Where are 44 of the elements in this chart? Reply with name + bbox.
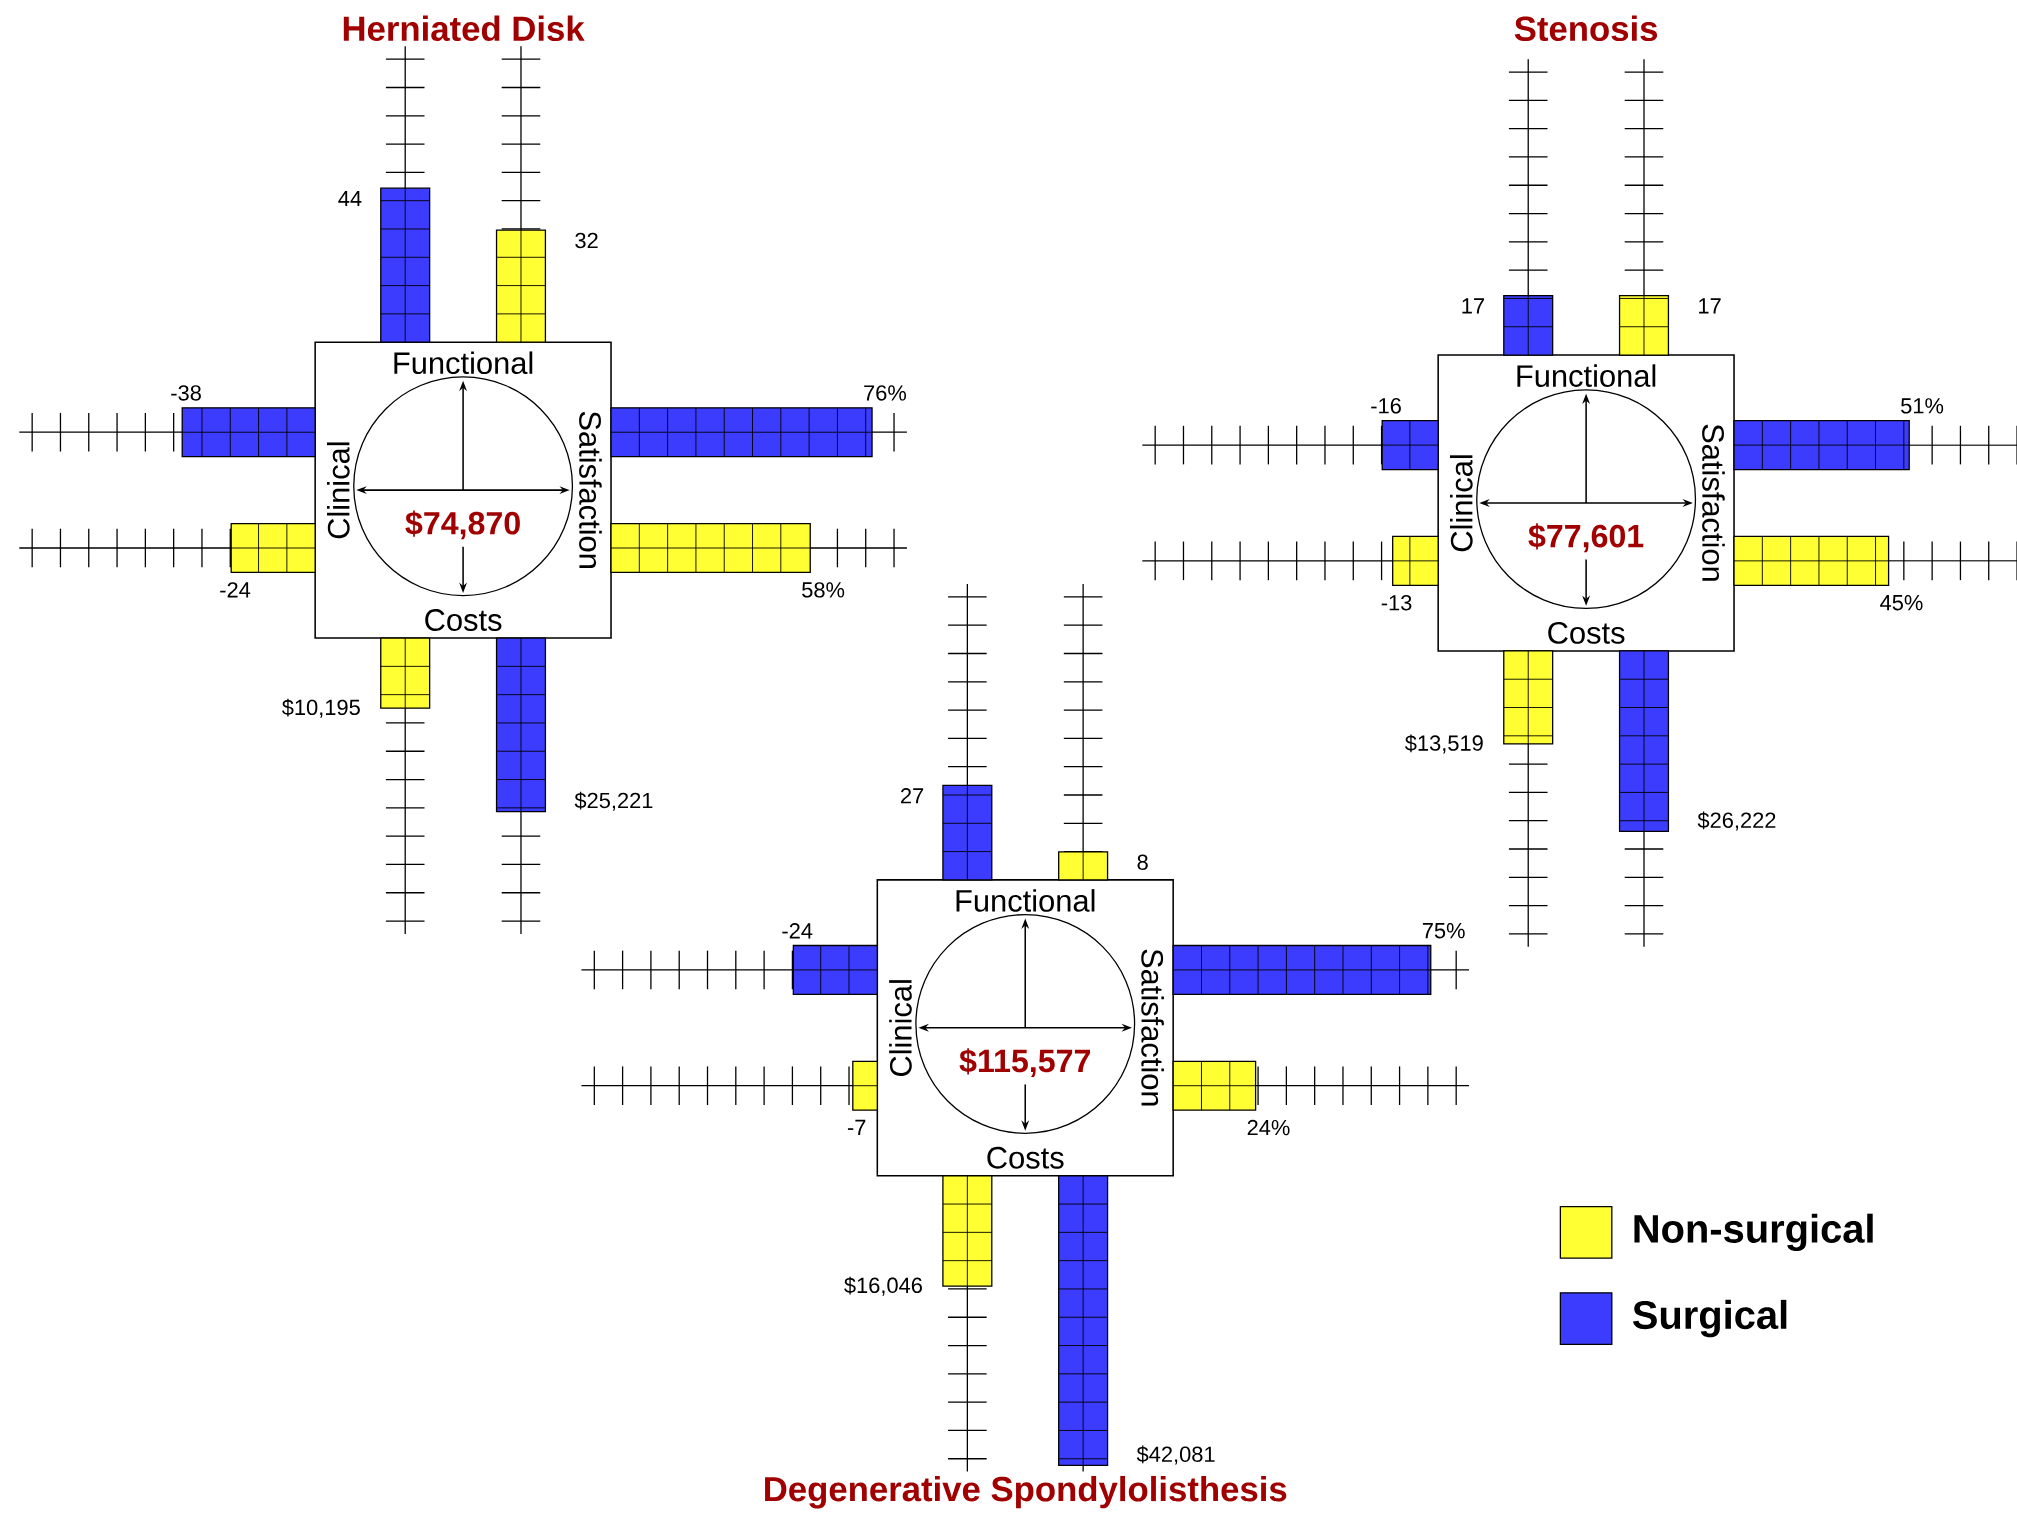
text: $77,601 — [1528, 523, 1644, 553]
data-label: 17 — [1462, 298, 1484, 314]
category-label: Functional — [1517, 364, 1656, 387]
data-label: 44 — [338, 190, 362, 207]
data-label: -38 — [171, 385, 201, 401]
data-label: 58% — [802, 582, 845, 598]
data-label: -24 — [220, 582, 251, 598]
category-label: Satisfaction — [1141, 949, 1164, 1106]
text: Herniated Disk — [343, 15, 585, 42]
data-label: $13,519 — [1404, 734, 1483, 754]
data-label: 76% — [864, 385, 907, 401]
category-label: Costs — [987, 1146, 1064, 1169]
data-label: -24 — [782, 923, 813, 939]
text: $115,577 — [959, 1048, 1090, 1077]
text: $74,870 — [405, 510, 520, 540]
text: Stenosis — [1514, 15, 1658, 42]
data-label: $26,222 — [1697, 811, 1776, 831]
category-label: Clinical — [1449, 455, 1473, 552]
category-label: Clinical — [889, 980, 912, 1076]
data-label: 32 — [575, 232, 598, 249]
data-label: -16 — [1371, 398, 1401, 414]
category-label: Functional — [394, 351, 533, 375]
category-label: Satisfaction — [579, 411, 602, 568]
category-label: Satisfaction — [1702, 424, 1725, 581]
data-label: 75% — [1422, 922, 1465, 939]
data-label: 27 — [901, 788, 924, 804]
data-label: $16,046 — [844, 1276, 922, 1296]
data-label: -13 — [1381, 594, 1412, 611]
legend-label: Non-surgical — [1634, 1213, 1873, 1252]
legend-label: Surgical — [1632, 1299, 1787, 1338]
data-label: -7 — [847, 1119, 866, 1135]
category-label: Costs — [1548, 621, 1625, 644]
data-label: 17 — [1699, 298, 1721, 314]
data-label: $25,221 — [574, 791, 653, 811]
data-label: $10,195 — [281, 698, 360, 718]
data-label: 51% — [1901, 398, 1944, 414]
category-label: Costs — [425, 609, 502, 631]
category-label: Clinical — [326, 442, 350, 539]
data-label: 45% — [1880, 594, 1923, 611]
data-label: 8 — [1137, 854, 1148, 870]
category-label: Functional — [956, 889, 1095, 912]
data-label: $42,081 — [1136, 1445, 1215, 1465]
data-label: 24% — [1247, 1119, 1290, 1136]
text: Degenerative Spondylolisthesis — [765, 1475, 1287, 1509]
